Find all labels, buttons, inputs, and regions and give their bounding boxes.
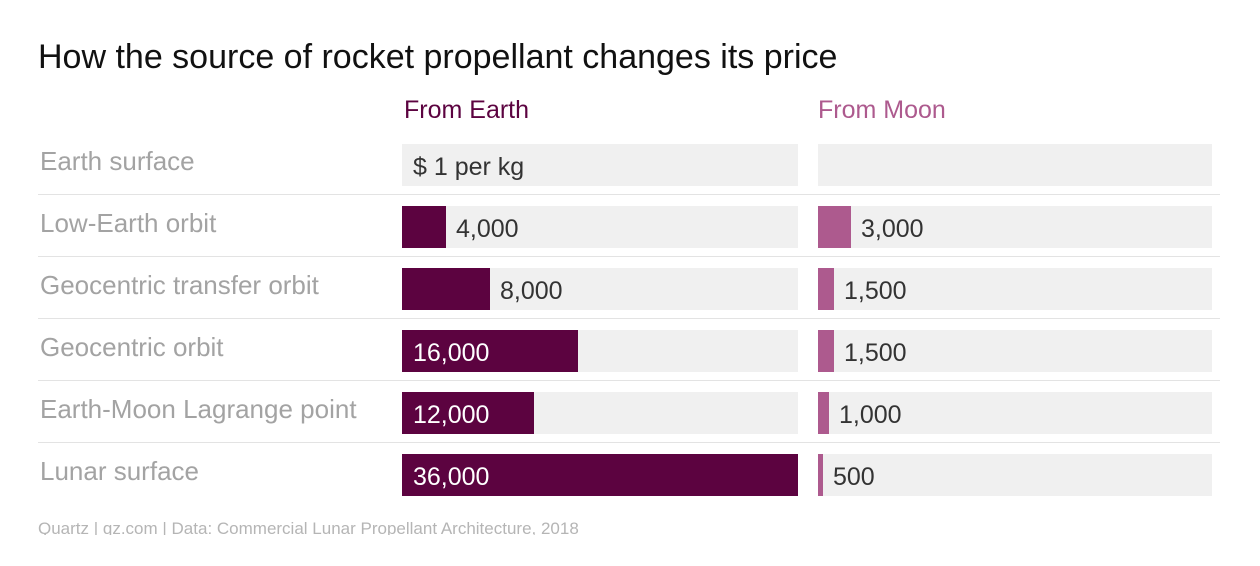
bar-moon [818, 392, 829, 434]
bar-track-earth: 4,000 [402, 206, 798, 248]
bar-track-earth: 16,000 [402, 330, 798, 372]
bar-track-moon [818, 144, 1212, 186]
category-label: Geocentric transfer orbit [40, 270, 319, 300]
row-divider [38, 256, 1220, 257]
data-label-earth: 12,000 [413, 401, 490, 429]
data-label-earth: 16,000 [413, 339, 490, 367]
row-divider [38, 318, 1220, 319]
bar-track-earth: 36,000 [402, 454, 798, 496]
bar-earth [402, 454, 798, 496]
chart-row: Earth-Moon Lagrange point 12,000 1,000 [38, 380, 1220, 443]
category-label: Lunar surface [40, 456, 199, 486]
chart-row: Lunar surface 36,000 500 [38, 442, 1220, 504]
column-header-from-earth: From Earth [404, 96, 530, 124]
category-label: Earth surface [40, 146, 195, 176]
bar-earth [402, 330, 578, 372]
data-label-moon: 1,500 [844, 277, 907, 305]
data-label-moon: 3,000 [861, 215, 924, 243]
bar-track-moon: 3,000 [818, 206, 1212, 248]
bar-track-moon: 1,000 [818, 392, 1212, 434]
bar-track-earth: 12,000 [402, 392, 798, 434]
column-header-from-moon: From Moon [818, 96, 946, 124]
bar-track-moon: 1,500 [818, 268, 1212, 310]
data-label-earth: 4,000 [456, 215, 519, 243]
source-note: Quartz | qz.com | Data: Commercial Lunar… [38, 519, 579, 535]
data-label-earth: $ 1 per kg [413, 153, 525, 181]
bar-earth [402, 392, 534, 434]
chart-title: How the source of rocket propellant chan… [38, 38, 838, 76]
data-label-earth: 36,000 [413, 463, 490, 491]
chart-row: Earth surface $ 1 per kg [38, 132, 1220, 195]
data-label-earth: 8,000 [500, 277, 563, 305]
chart-row: Low-Earth orbit 4,000 3,000 [38, 194, 1220, 257]
bar-earth [402, 268, 490, 310]
bar-track-earth: $ 1 per kg [402, 144, 798, 186]
data-label-moon: 500 [833, 463, 875, 491]
bar-track-earth: 8,000 [402, 268, 798, 310]
bar-track-moon: 1,500 [818, 330, 1212, 372]
chart-row: Geocentric orbit 16,000 1,500 [38, 318, 1220, 381]
bar-moon [818, 330, 834, 372]
row-divider [38, 442, 1220, 443]
data-label-moon: 1,000 [839, 401, 902, 429]
bar-moon [818, 206, 851, 248]
data-label-moon: 1,500 [844, 339, 907, 367]
chart-row: Geocentric transfer orbit 8,000 1,500 [38, 256, 1220, 319]
category-label: Earth-Moon Lagrange point [40, 394, 357, 424]
row-divider [38, 194, 1220, 195]
bar-moon [818, 268, 834, 310]
bar-moon [818, 454, 823, 496]
bar-earth [402, 206, 446, 248]
bar-track-moon: 500 [818, 454, 1212, 496]
category-label: Geocentric orbit [40, 332, 224, 362]
category-label: Low-Earth orbit [40, 208, 217, 238]
row-divider [38, 380, 1220, 381]
